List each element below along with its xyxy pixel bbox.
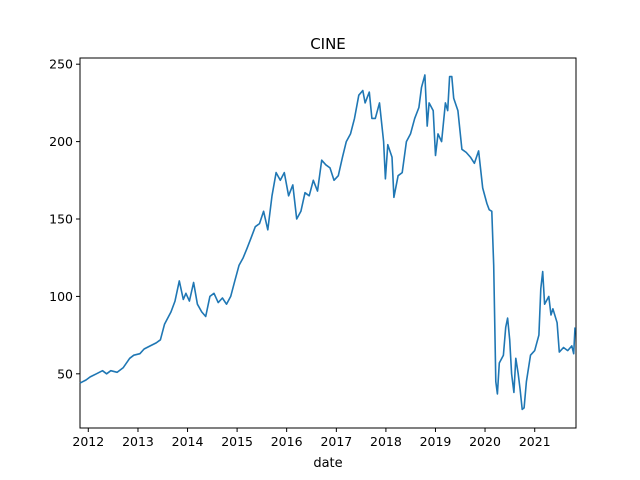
x-tick-label: 2012 xyxy=(72,434,104,449)
y-tick-label: 250 xyxy=(49,57,73,72)
y-tick-label: 150 xyxy=(49,212,73,227)
x-axis: 2012 2013 2014 2015 2016 2017 2018 2019 2020 2021 xyxy=(72,428,551,449)
x-axis-label: date xyxy=(313,456,342,471)
series-line xyxy=(79,74,576,411)
x-tick-label: 2021 xyxy=(519,434,551,449)
x-tick-label: 2019 xyxy=(420,434,452,449)
y-tick-label: 200 xyxy=(49,134,73,149)
x-tick-label: 2015 xyxy=(221,434,253,449)
x-tick-label: 2013 xyxy=(122,434,154,449)
x-tick-label: 2014 xyxy=(172,434,204,449)
x-tick-label: 2018 xyxy=(370,434,402,449)
chart-title: CINE xyxy=(310,35,346,53)
x-tick-label: 2017 xyxy=(320,434,352,449)
x-tick-label: 2020 xyxy=(469,434,501,449)
y-axis: 50 100 150 200 250 xyxy=(49,57,80,381)
y-tick-label: 50 xyxy=(57,366,73,381)
y-tick-label: 100 xyxy=(49,289,73,304)
x-tick-label: 2016 xyxy=(271,434,303,449)
plot-frame xyxy=(79,57,577,429)
